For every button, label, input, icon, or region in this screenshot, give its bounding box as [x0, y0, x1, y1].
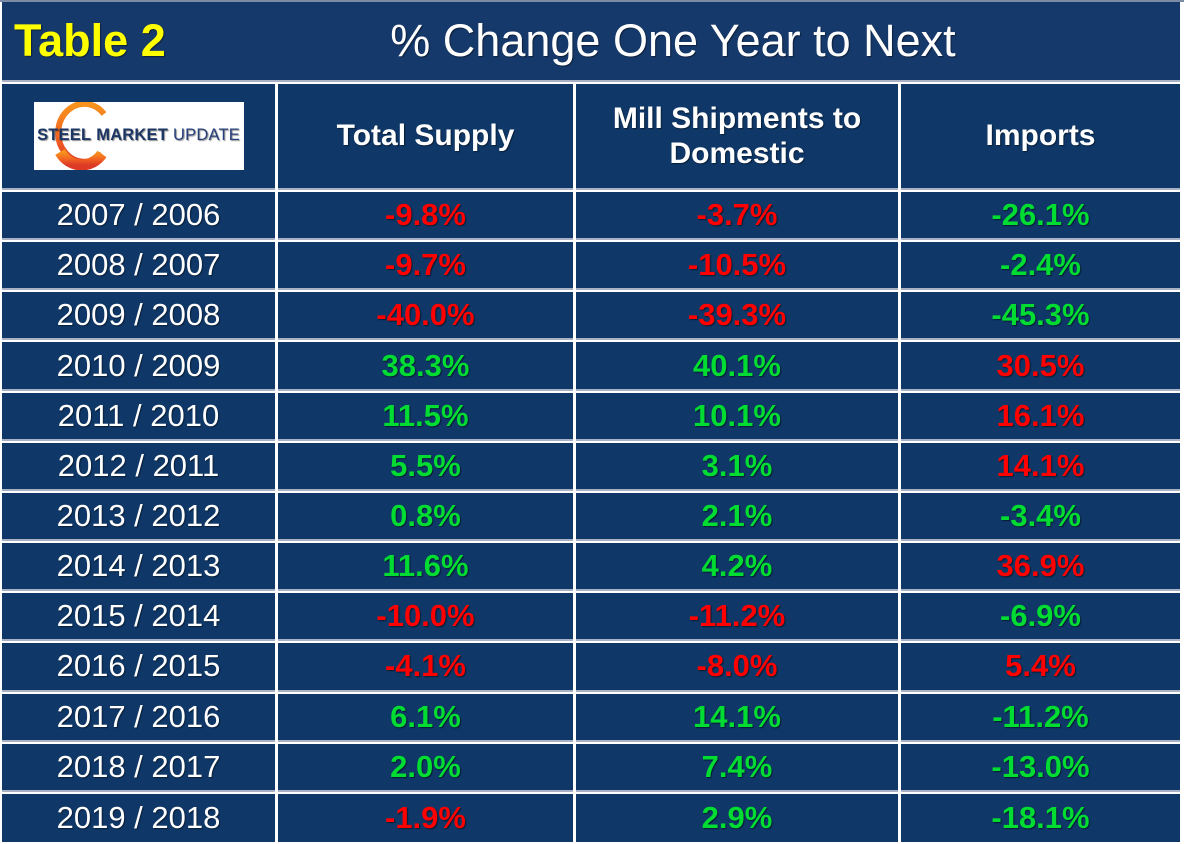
- column-header-imports: Imports: [901, 84, 1180, 190]
- column-header-mill-shipments: Mill Shipments to Domestic: [576, 84, 898, 190]
- row-year-label: 2015 / 2014: [2, 593, 275, 642]
- imports-value: -45.3%: [901, 292, 1180, 341]
- mill-shipments-value: 10.1%: [576, 392, 898, 441]
- row-year-label: 2013 / 2012: [2, 492, 275, 542]
- logo-word-steel: STEEL: [37, 126, 92, 145]
- imports-value: -2.4%: [901, 242, 1180, 291]
- mill-shipments-value: 2.1%: [576, 492, 898, 542]
- mill-shipments-value: 4.2%: [576, 543, 898, 592]
- total-supply-value: -40.0%: [278, 292, 573, 341]
- imports-value: 14.1%: [901, 442, 1180, 491]
- logo-crescent-icon: [54, 102, 106, 170]
- row-year-label: 2007 / 2006: [2, 192, 275, 241]
- logo-text: STEEL MARKET UPDATE: [37, 126, 240, 145]
- row-year-label: 2014 / 2013: [2, 543, 275, 592]
- total-supply-value: 0.8%: [278, 492, 573, 542]
- page-title: % Change One Year to Next: [390, 15, 956, 66]
- total-supply-value: 5.5%: [278, 442, 573, 491]
- title-bar: Table 2 % Change One Year to Next: [2, 2, 1180, 82]
- mill-shipments-value: -8.0%: [576, 643, 898, 692]
- logo-word-market: MARKET: [96, 126, 169, 145]
- logo-cell: STEEL MARKET UPDATE: [2, 84, 275, 190]
- mill-shipments-value: -10.5%: [576, 242, 898, 291]
- row-year-label: 2019 / 2018: [2, 793, 275, 842]
- row-year-label: 2017 / 2016: [2, 693, 275, 742]
- mill-shipments-value: 2.9%: [576, 793, 898, 842]
- steel-market-update-logo: STEEL MARKET UPDATE: [33, 102, 244, 170]
- mill-shipments-value: -3.7%: [576, 192, 898, 241]
- total-supply-value: -10.0%: [278, 593, 573, 642]
- imports-value: -3.4%: [901, 492, 1180, 542]
- total-supply-value: 38.3%: [278, 342, 573, 391]
- imports-value: 30.5%: [901, 342, 1180, 391]
- total-supply-value: -9.7%: [278, 242, 573, 291]
- row-year-label: 2008 / 2007: [2, 242, 275, 291]
- mill-shipments-value: 7.4%: [576, 743, 898, 792]
- mill-shipments-value: 14.1%: [576, 693, 898, 742]
- logo-word-update: UPDATE: [173, 126, 240, 145]
- mill-shipments-value: -39.3%: [576, 292, 898, 341]
- row-year-label: 2011 / 2010: [2, 392, 275, 441]
- total-supply-value: 2.0%: [278, 743, 573, 792]
- mill-shipments-value: -11.2%: [576, 593, 898, 642]
- total-supply-value: 6.1%: [278, 693, 573, 742]
- mill-shipments-value: 40.1%: [576, 342, 898, 391]
- imports-value: -11.2%: [901, 693, 1180, 742]
- row-year-label: 2009 / 2008: [2, 292, 275, 341]
- total-supply-value: -1.9%: [278, 793, 573, 842]
- column-header-total-supply: Total Supply: [278, 84, 573, 190]
- row-year-label: 2018 / 2017: [2, 743, 275, 792]
- table-label: Table 2: [14, 15, 166, 66]
- imports-value: -6.9%: [901, 593, 1180, 642]
- row-year-label: 2010 / 2009: [2, 342, 275, 391]
- imports-value: -13.0%: [901, 743, 1180, 792]
- total-supply-value: 11.5%: [278, 392, 573, 441]
- imports-value: 16.1%: [901, 392, 1180, 441]
- imports-value: -18.1%: [901, 793, 1180, 842]
- imports-value: -26.1%: [901, 192, 1180, 241]
- total-supply-value: -4.1%: [278, 643, 573, 692]
- total-supply-value: 11.6%: [278, 543, 573, 592]
- data-table: STEEL MARKET UPDATE Total Supply Mill Ship…: [2, 84, 1180, 842]
- imports-value: 36.9%: [901, 543, 1180, 592]
- row-year-label: 2012 / 2011: [2, 442, 275, 491]
- mill-shipments-value: 3.1%: [576, 442, 898, 491]
- total-supply-value: -9.8%: [278, 192, 573, 241]
- row-year-label: 2016 / 2015: [2, 643, 275, 692]
- imports-value: 5.4%: [901, 643, 1180, 692]
